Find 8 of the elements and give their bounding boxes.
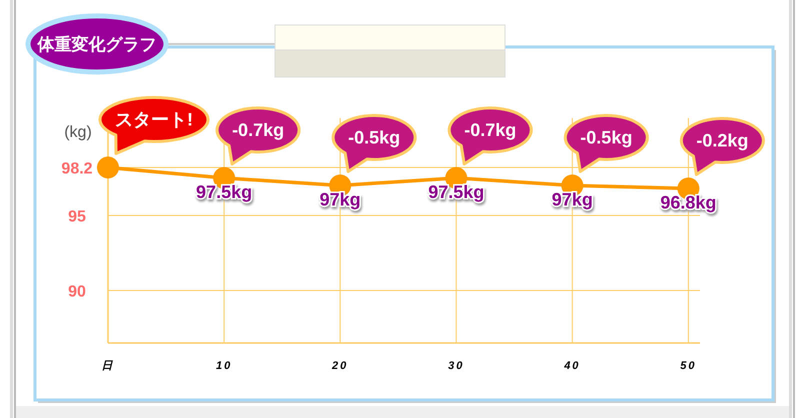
annotation: -0.2kg: [696, 130, 748, 150]
annotation: -0.7kg: [232, 120, 284, 140]
title: 体重変化グラフ: [38, 35, 156, 54]
ylabel: (kg): [64, 124, 92, 141]
annotation: -0.7kg: [464, 120, 516, 140]
annotation: -0.5kg: [580, 128, 632, 148]
annotation: スタート!: [115, 110, 193, 130]
annotation: -0.5kg: [348, 128, 400, 148]
